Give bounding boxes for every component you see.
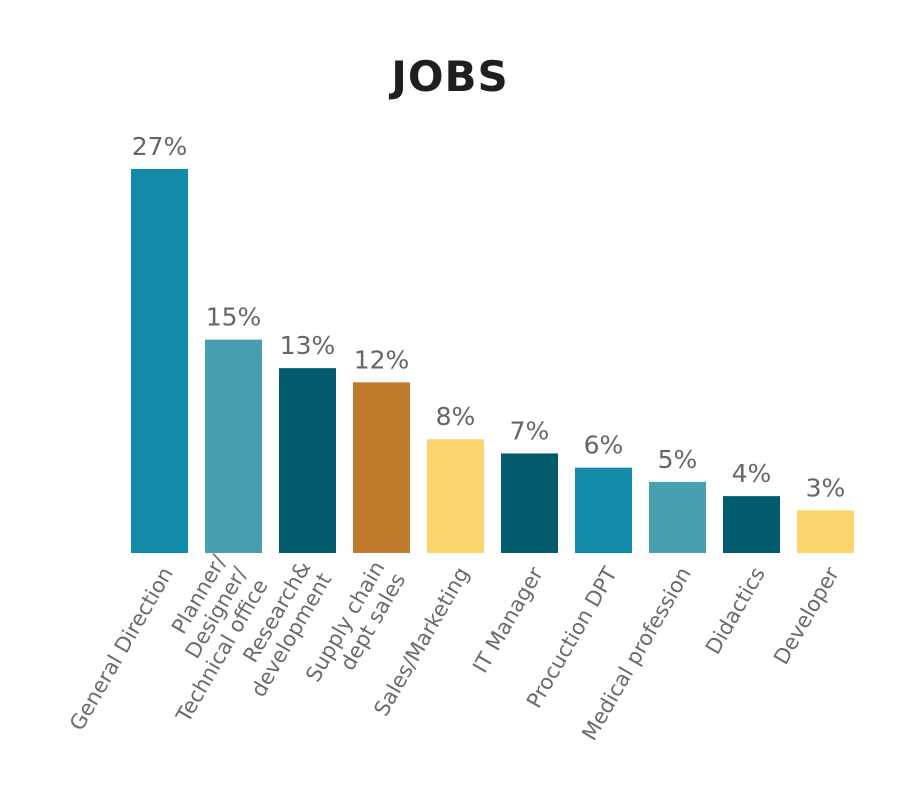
category-label-0: General Direction <box>65 563 178 735</box>
category-label-line: IT Manager <box>468 563 548 677</box>
value-label-5: 7% <box>510 416 550 445</box>
value-label-0: 27% <box>132 132 188 161</box>
bar-7 <box>649 481 706 553</box>
bar-9 <box>797 510 854 553</box>
value-label-6: 6% <box>584 431 624 460</box>
category-labels-layer: General DirectionPlanner/Designer/Techni… <box>65 550 844 744</box>
bar-3 <box>353 382 410 553</box>
value-label-9: 3% <box>806 473 846 502</box>
category-label-line: Developer <box>769 563 844 669</box>
bar-6 <box>575 467 632 553</box>
category-label-5: IT Manager <box>468 563 548 677</box>
category-label-line: General Direction <box>65 563 178 735</box>
value-label-3: 12% <box>354 345 410 374</box>
bar-5 <box>501 453 558 553</box>
category-label-9: Developer <box>769 563 844 669</box>
chart-title: JOBS <box>391 52 509 101</box>
value-label-1: 15% <box>206 303 262 332</box>
value-labels-layer: 27% 15% 13% 12% 8% 7% 6% 5% 4% 3% <box>132 132 846 502</box>
value-label-4: 8% <box>436 402 476 431</box>
value-label-8: 4% <box>732 459 772 488</box>
category-label-line: Didactics <box>701 563 770 658</box>
bar-4 <box>427 439 484 553</box>
bars-layer <box>131 169 854 553</box>
category-label-8: Didactics <box>701 563 770 658</box>
value-label-2: 13% <box>280 331 336 360</box>
bar-1 <box>205 339 262 553</box>
bar-8 <box>723 496 780 553</box>
value-label-7: 5% <box>658 445 698 474</box>
bar-2 <box>279 368 336 553</box>
bar-0 <box>131 169 188 553</box>
